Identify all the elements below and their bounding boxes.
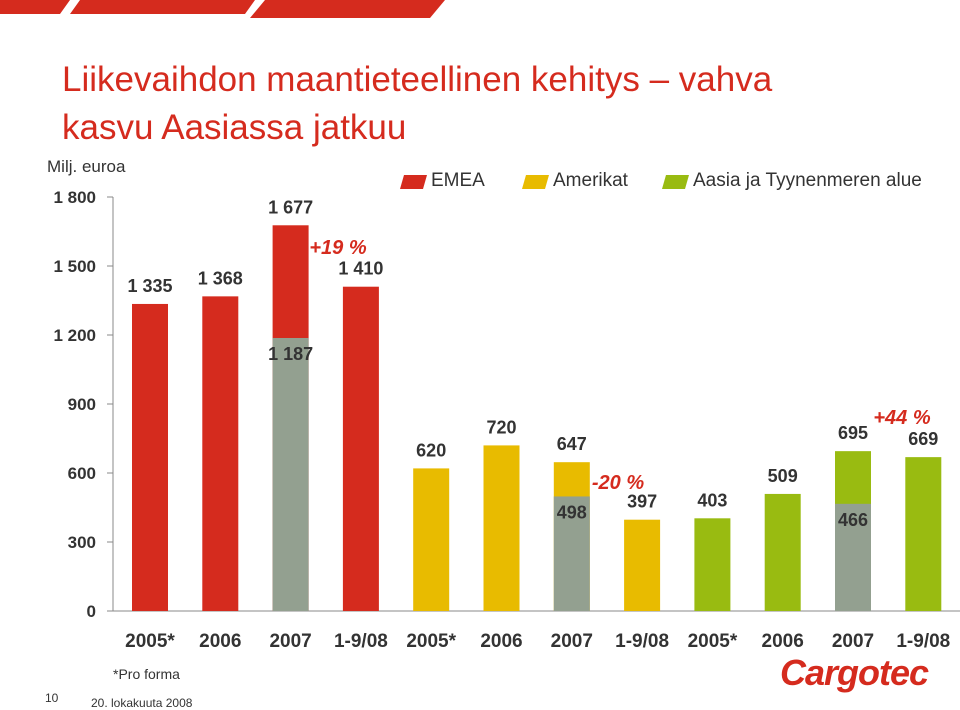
title-line-1: Liikevaihdon maantieteellinen kehitys – … <box>62 60 773 99</box>
title-line-2: kasvu Aasiassa jatkuu <box>62 108 407 147</box>
bar-emea-2005 <box>132 303 168 611</box>
bar-segment-amerikat-2007 <box>553 496 590 611</box>
x-tick-label-emea-2007: 2007 <box>269 631 311 652</box>
date-label: 20. lokakuuta 2008 <box>91 696 193 710</box>
cargotec-logo: Cargotec <box>780 652 929 693</box>
x-tick-label-aasia-ja-tyynenmeren-alue-2007: 2007 <box>832 631 874 652</box>
bar-amerikat-2005 <box>413 468 450 611</box>
x-tick-label-aasia-ja-tyynenmeren-alue-1-9-08: 1-9/08 <box>896 631 950 652</box>
bar-segment-aasia-ja-tyynenmeren-alue-2007 <box>835 503 871 611</box>
x-tick-label-emea-2006: 2006 <box>199 631 241 652</box>
segment-label-amerikat-2007: 498 <box>557 502 587 522</box>
legend-swatch-amerikat <box>522 175 549 189</box>
header-stripes <box>0 0 445 18</box>
growth-annotation-emea: +19 % <box>309 237 366 259</box>
data-label-aasia-ja-tyynenmeren-alue-2007: 695 <box>838 423 868 443</box>
bar-emea-1-9-08 <box>342 286 379 611</box>
data-label-emea-2006: 1 368 <box>198 268 243 288</box>
x-tick-label-amerikat-2007: 2007 <box>551 631 593 652</box>
page-title: Liikevaihdon maantieteellinen kehitys – … <box>62 56 772 152</box>
x-tick-label-amerikat-2005: 2005* <box>406 631 456 652</box>
x-tick-label-amerikat-2006: 2006 <box>480 631 522 652</box>
footnote: *Pro forma <box>113 666 180 682</box>
y-axis-unit-label: Milj. euroa <box>47 157 126 176</box>
y-tick-label: 1 200 <box>53 326 96 345</box>
growth-annotation-aasia-ja-tyynenmeren-alue: +44 % <box>873 407 930 429</box>
x-tick-label-aasia-ja-tyynenmeren-alue-2006: 2006 <box>762 631 804 652</box>
data-label-emea-2005: 1 335 <box>127 276 172 296</box>
data-label-amerikat-2006: 720 <box>486 417 516 437</box>
x-tick-label-aasia-ja-tyynenmeren-alue-2005: 2005* <box>688 631 738 652</box>
segment-label-emea-2007: 1 187 <box>268 344 313 364</box>
bar-aasia-ja-tyynenmeren-alue-2005 <box>694 518 731 611</box>
bar-amerikat-1-9-08 <box>624 519 661 611</box>
data-label-amerikat-2007: 647 <box>557 434 587 454</box>
y-tick-label: 300 <box>68 533 96 552</box>
data-label-emea-1-9-08: 1 410 <box>338 259 383 279</box>
bar-aasia-ja-tyynenmeren-alue-1-9-08 <box>905 457 942 611</box>
y-tick-label: 900 <box>68 395 96 414</box>
data-label-aasia-ja-tyynenmeren-alue-2006: 509 <box>768 466 798 486</box>
y-tick-label: 0 <box>87 602 96 621</box>
x-tick-label-emea-1-9-08: 1-9/08 <box>334 631 388 652</box>
data-label-amerikat-1-9-08: 397 <box>627 492 657 512</box>
y-tick-label: 1 500 <box>53 257 96 276</box>
growth-annotation-amerikat: -20 % <box>592 472 644 494</box>
data-label-aasia-ja-tyynenmeren-alue-1-9-08: 669 <box>908 429 938 449</box>
data-label-amerikat-2005: 620 <box>416 440 446 460</box>
legend-swatch-emea <box>400 175 427 189</box>
bar-segment-emea-2007 <box>272 337 309 611</box>
bar-amerikat-2006 <box>483 445 520 611</box>
y-tick-label: 600 <box>68 464 96 483</box>
legend-swatch-aasia <box>662 175 689 189</box>
bar-aasia-ja-tyynenmeren-alue-2006 <box>764 493 801 611</box>
legend-label-aasia: Aasia ja Tyynenmeren alue <box>693 170 922 191</box>
bar-emea-2006 <box>202 296 239 611</box>
data-label-aasia-ja-tyynenmeren-alue-2005: 403 <box>697 490 727 510</box>
segment-label-aasia-ja-tyynenmeren-alue-2007: 466 <box>838 510 868 530</box>
x-tick-label-amerikat-1-9-08: 1-9/08 <box>615 631 669 652</box>
data-label-emea-2007: 1 677 <box>268 197 313 217</box>
legend-label-emea: EMEA <box>431 170 485 191</box>
legend-label-amerikat: Amerikat <box>553 170 628 191</box>
y-tick-label: 1 800 <box>53 188 96 207</box>
page-number: 10 <box>45 691 59 705</box>
x-tick-label-emea-2005: 2005* <box>125 631 175 652</box>
